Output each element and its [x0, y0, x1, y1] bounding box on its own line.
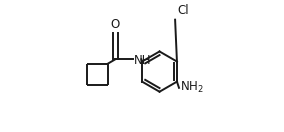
Text: O: O	[111, 18, 120, 31]
Text: NH: NH	[133, 54, 151, 67]
Text: NH$_2$: NH$_2$	[180, 80, 204, 95]
Text: Cl: Cl	[178, 4, 189, 17]
